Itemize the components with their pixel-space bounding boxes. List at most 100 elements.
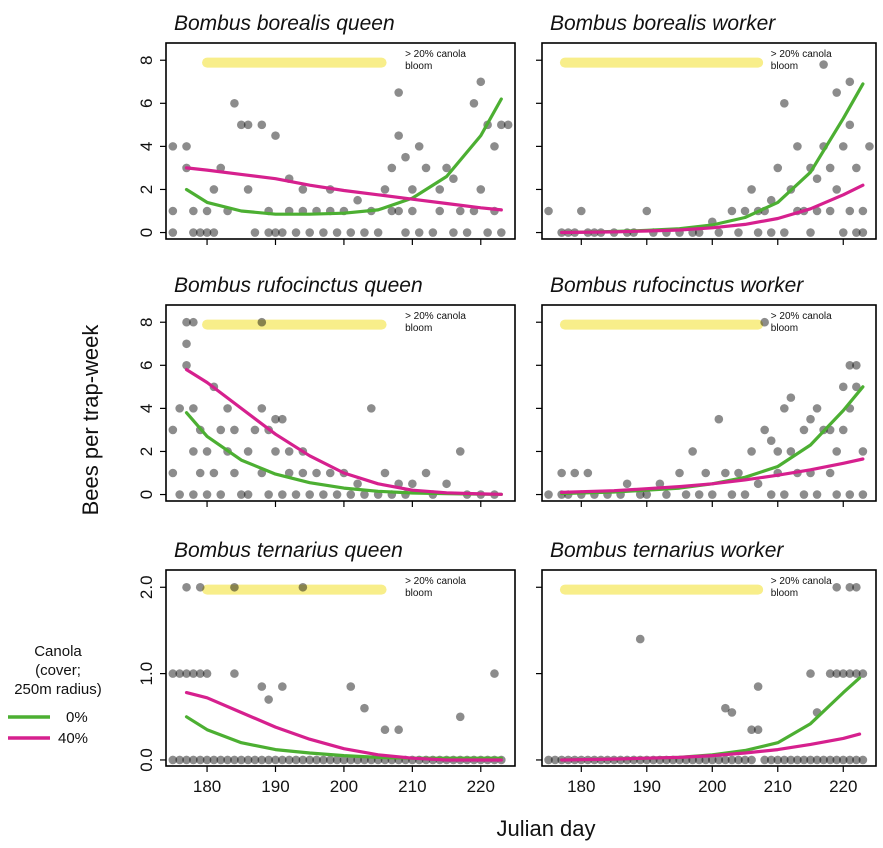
x-tick-label: 220	[829, 777, 857, 796]
data-point	[760, 425, 769, 435]
data-point	[766, 490, 776, 499]
data-point	[786, 755, 796, 765]
data-point	[189, 669, 198, 678]
data-point	[257, 120, 267, 130]
data-point	[202, 206, 212, 216]
bloom-annotation-line-2: bloom	[771, 588, 798, 599]
y-axis-title: Bees per trap-week	[78, 324, 103, 516]
data-point	[168, 206, 178, 216]
fit-line-0pct	[560, 385, 865, 496]
y-tick-label: 8	[137, 317, 156, 326]
data-point	[832, 755, 842, 765]
panel-frame	[541, 569, 877, 767]
legend-title-line-2: (cover;	[35, 662, 81, 679]
data-point	[642, 206, 652, 216]
data-point	[182, 142, 191, 151]
data-point	[298, 582, 308, 592]
bloom-annotation-line-2: bloom	[405, 323, 432, 334]
data-point	[455, 712, 465, 722]
data-point	[753, 228, 763, 237]
data-point	[766, 195, 776, 205]
data-point	[550, 755, 560, 765]
data-point	[773, 163, 783, 173]
data-point	[455, 206, 465, 216]
data-point	[838, 382, 848, 392]
data-point	[168, 669, 178, 678]
data-point	[858, 755, 868, 765]
data-point	[714, 228, 724, 237]
panel-title: Bombus ternarius queen	[174, 539, 403, 562]
data-point	[806, 228, 815, 237]
data-point	[490, 142, 499, 151]
data-point	[845, 755, 855, 765]
data-point	[766, 436, 776, 445]
data-point	[278, 228, 287, 237]
data-point	[319, 490, 328, 499]
data-point	[312, 755, 321, 765]
y-tick-label: 4	[137, 142, 156, 151]
data-point	[642, 490, 652, 499]
bloom-annotation-line-2: bloom	[771, 61, 798, 72]
plot-area	[168, 57, 513, 237]
x-tick-label: 200	[698, 777, 726, 796]
data-point	[195, 468, 205, 478]
data-point	[209, 185, 219, 194]
data-point	[421, 468, 431, 478]
y-tick-label: 1.0	[137, 662, 156, 686]
data-point	[250, 425, 260, 435]
data-point	[721, 755, 730, 765]
fit-line-40pct	[560, 457, 865, 494]
data-point	[852, 582, 861, 592]
data-point	[182, 339, 191, 349]
data-point	[243, 490, 253, 499]
data-point	[694, 490, 704, 499]
data-point	[209, 228, 219, 237]
data-point	[230, 99, 239, 108]
data-point	[793, 142, 802, 151]
data-point	[780, 755, 789, 765]
data-point	[786, 393, 796, 402]
data-point	[195, 755, 205, 765]
data-point	[175, 490, 184, 499]
bloom-annotation-line-1: > 20% canola	[771, 49, 832, 60]
data-point	[806, 414, 815, 424]
data-point	[243, 120, 253, 130]
data-point	[305, 228, 315, 237]
data-point	[230, 425, 239, 435]
data-point	[799, 755, 809, 765]
data-point	[858, 206, 868, 216]
data-point	[747, 755, 756, 765]
fit-line-40pct	[560, 183, 865, 235]
data-point	[819, 755, 828, 765]
data-point	[734, 468, 743, 478]
data-point	[175, 669, 184, 678]
panel-6: Bombus ternarius worker > 20% canolabloom…	[536, 539, 877, 796]
data-point	[175, 404, 184, 413]
data-point	[298, 755, 308, 765]
data-point	[688, 447, 697, 456]
data-point	[838, 142, 848, 151]
y-tick-label: 6	[137, 361, 156, 370]
data-point	[291, 228, 301, 237]
bloom-annotation-line-2: bloom	[405, 61, 432, 72]
data-point	[236, 490, 246, 499]
x-tick-label: 220	[467, 777, 495, 796]
data-point	[845, 582, 855, 592]
bloom-annotation-line-2: bloom	[405, 588, 432, 599]
data-point	[845, 206, 855, 216]
data-point	[747, 447, 756, 456]
data-point	[449, 228, 458, 237]
data-point	[257, 317, 267, 327]
data-point	[291, 755, 301, 765]
data-point	[189, 404, 198, 413]
data-point	[469, 99, 479, 108]
data-point	[209, 468, 219, 478]
data-point	[339, 755, 349, 765]
data-point	[250, 228, 260, 237]
data-point	[476, 185, 486, 194]
data-point	[760, 755, 769, 765]
data-point	[298, 185, 308, 194]
data-point	[189, 447, 198, 456]
data-point	[189, 317, 198, 327]
data-point	[182, 317, 191, 327]
